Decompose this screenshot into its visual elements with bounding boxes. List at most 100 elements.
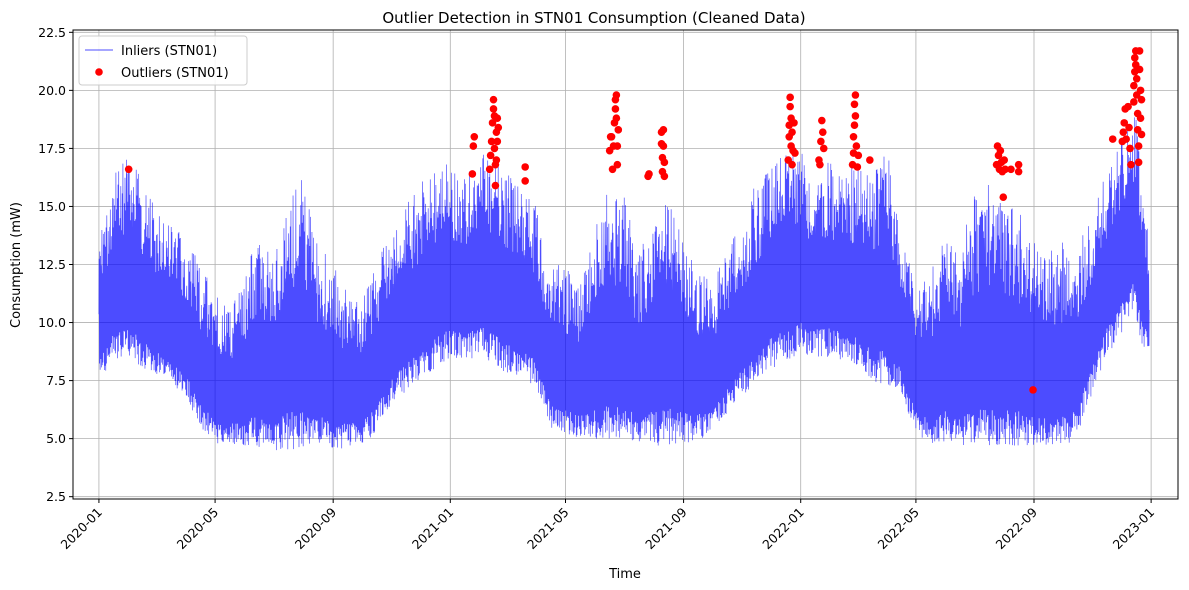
outlier-point <box>470 133 479 141</box>
outlier-point <box>851 91 860 99</box>
outlier-point <box>493 114 502 123</box>
outlier-point <box>1127 160 1135 169</box>
outlier-point <box>818 116 826 125</box>
outlier-point <box>486 151 495 160</box>
outlier-point <box>1001 165 1009 174</box>
y-axis-label: Consumption (mW) <box>9 202 24 328</box>
legend: Inliers (STN01) Outliers (STN01) <box>78 35 248 86</box>
outlier-point <box>1108 135 1117 143</box>
y-tick-label: 2.5 <box>46 489 66 504</box>
outlier-point <box>1137 130 1146 139</box>
outlier-point <box>659 126 668 134</box>
outlier-point <box>469 142 478 150</box>
outlier-point <box>1135 47 1144 55</box>
y-tick-label: 12.5 <box>38 257 66 272</box>
outlier-point <box>1134 142 1143 150</box>
chart-title: Outlier Detection in STN01 Consumption (… <box>382 9 805 27</box>
outlier-point <box>608 165 617 174</box>
outlier-point <box>660 172 669 181</box>
outlier-point <box>1125 123 1133 132</box>
outlier-point <box>521 177 529 185</box>
outlier-point <box>1007 165 1015 174</box>
x-axis-label: Time <box>608 567 641 582</box>
y-axis-ticks: 2.5 5.0 7.5 10.0 12.5 15.0 17.5 20.0 22.5 <box>38 25 73 504</box>
outlier-point <box>613 142 622 150</box>
outlier-point <box>816 160 824 169</box>
outlier-point <box>488 119 497 127</box>
outlier-point <box>645 170 653 178</box>
outlier-point <box>788 160 796 169</box>
outlier-point <box>850 100 859 109</box>
outlier-point <box>1130 98 1138 106</box>
outlier-point <box>493 137 502 146</box>
outlier-point <box>492 156 501 164</box>
outlier-point <box>491 181 500 190</box>
outlier-point <box>1124 102 1132 111</box>
outlier-point <box>854 151 863 160</box>
outlier-point <box>1000 156 1009 164</box>
outlier-point <box>1132 74 1141 83</box>
outlier-point <box>1014 167 1023 176</box>
legend-box <box>78 35 248 86</box>
outlier-point <box>1014 160 1023 169</box>
outlier-point <box>786 102 794 111</box>
outlier-point <box>613 160 622 169</box>
y-tick-label: 10.0 <box>38 315 66 330</box>
outlier-series <box>124 47 1146 394</box>
outlier-point <box>1120 119 1129 127</box>
outlier-point <box>489 95 498 104</box>
outlier-point <box>614 126 623 134</box>
outlier-point <box>791 149 799 157</box>
outlier-point <box>1134 158 1143 167</box>
outlier-point <box>1122 135 1130 143</box>
outlier-point <box>487 137 496 146</box>
outlier-point <box>468 170 477 178</box>
outlier-point <box>819 144 828 153</box>
outlier-point <box>999 193 1008 201</box>
y-tick-label: 17.5 <box>38 141 66 156</box>
outlier-point <box>490 144 499 153</box>
outlier-point <box>124 165 133 174</box>
outlier-point <box>521 163 529 171</box>
y-tick-label: 5.0 <box>46 431 66 446</box>
outlier-point <box>1029 386 1037 394</box>
legend-outliers-label: Outliers (STN01) <box>121 66 229 81</box>
outlier-point <box>1136 86 1145 95</box>
inlier-series <box>98 117 1150 451</box>
outlier-point <box>817 137 825 146</box>
y-tick-label: 15.0 <box>38 199 66 214</box>
outlier-point <box>849 133 858 141</box>
inliers-line <box>98 117 1150 451</box>
outlier-point <box>659 142 668 150</box>
outlier-point <box>851 112 860 120</box>
outlier-point <box>485 165 494 174</box>
outlier-point <box>607 133 616 141</box>
outlier-point <box>489 105 498 113</box>
legend-outliers-swatch <box>95 68 103 76</box>
outlier-point <box>612 91 621 99</box>
legend-inliers-label: Inliers (STN01) <box>121 44 217 59</box>
outlier-point <box>494 123 503 132</box>
outlier-point <box>853 163 862 171</box>
outlier-point <box>1131 54 1139 62</box>
outlier-point <box>1136 114 1145 123</box>
outlier-point <box>996 146 1005 155</box>
outlier-point <box>611 105 620 113</box>
y-tick-label: 7.5 <box>46 373 66 388</box>
y-tick-label: 20.0 <box>38 83 66 98</box>
outlier-point <box>866 156 874 164</box>
outlier-point <box>818 128 827 136</box>
outlier-point <box>850 121 859 129</box>
outlier-point <box>1126 144 1134 153</box>
outlier-point <box>1137 95 1146 104</box>
outlier-point <box>786 93 794 102</box>
outlier-point <box>1135 65 1144 74</box>
outlier-point <box>1130 81 1138 90</box>
outlier-point <box>852 142 861 150</box>
outlier-point <box>790 119 798 127</box>
outlier-point <box>612 114 621 123</box>
outlier-point <box>1119 128 1128 136</box>
outlier-point <box>788 128 796 136</box>
outlier-point <box>660 158 669 167</box>
